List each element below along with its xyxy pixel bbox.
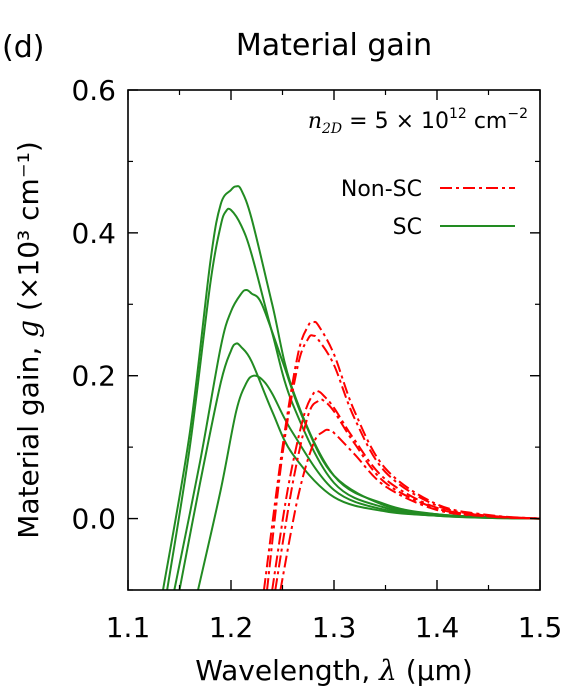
x-tick-label: 1.4: [415, 611, 460, 644]
chart-title: Material gain: [236, 28, 432, 63]
plot-frame: [127, 89, 541, 591]
non-sc-series-line-5: [262, 320, 540, 590]
x-tick-label: 1.2: [209, 611, 254, 644]
y-tick-label: 0.0: [71, 503, 116, 536]
legend-label-sc: SC: [393, 215, 422, 240]
non-sc-series-line-6: [266, 334, 540, 590]
non-sc-series-line-9: [279, 428, 540, 590]
density-annotation: n2D = 5 × 1012 cm−2: [308, 106, 528, 137]
x-tick-label: 1.1: [106, 611, 151, 644]
y-tick-label: 0.2: [71, 360, 116, 393]
sc-series-line-3: [178, 342, 540, 590]
x-axis-label: Wavelength, λ (μm): [195, 654, 473, 687]
sc-series-line-4: [197, 374, 540, 590]
y-axis-label: Material gain, g (×10³ cm⁻¹): [12, 141, 45, 539]
x-tick-label: 1.5: [518, 611, 563, 644]
sc-series-line-2: [173, 288, 540, 590]
panel-label: (d): [2, 30, 44, 65]
non-sc-series-line-8: [274, 398, 540, 590]
sc-series-line-1: [166, 207, 540, 590]
y-tick-label: 0.4: [71, 217, 116, 250]
legend: Non-SC SC: [341, 177, 515, 240]
series-layer: [162, 185, 540, 590]
legend-label-non-sc: Non-SC: [341, 177, 422, 202]
ticks-layer: 1.1 1.2 1.3 1.4 1.5 0.0 0.2 0.4 0.6: [71, 74, 562, 644]
x-tick-label: 1.3: [312, 611, 357, 644]
y-tick-label: 0.6: [71, 74, 116, 107]
